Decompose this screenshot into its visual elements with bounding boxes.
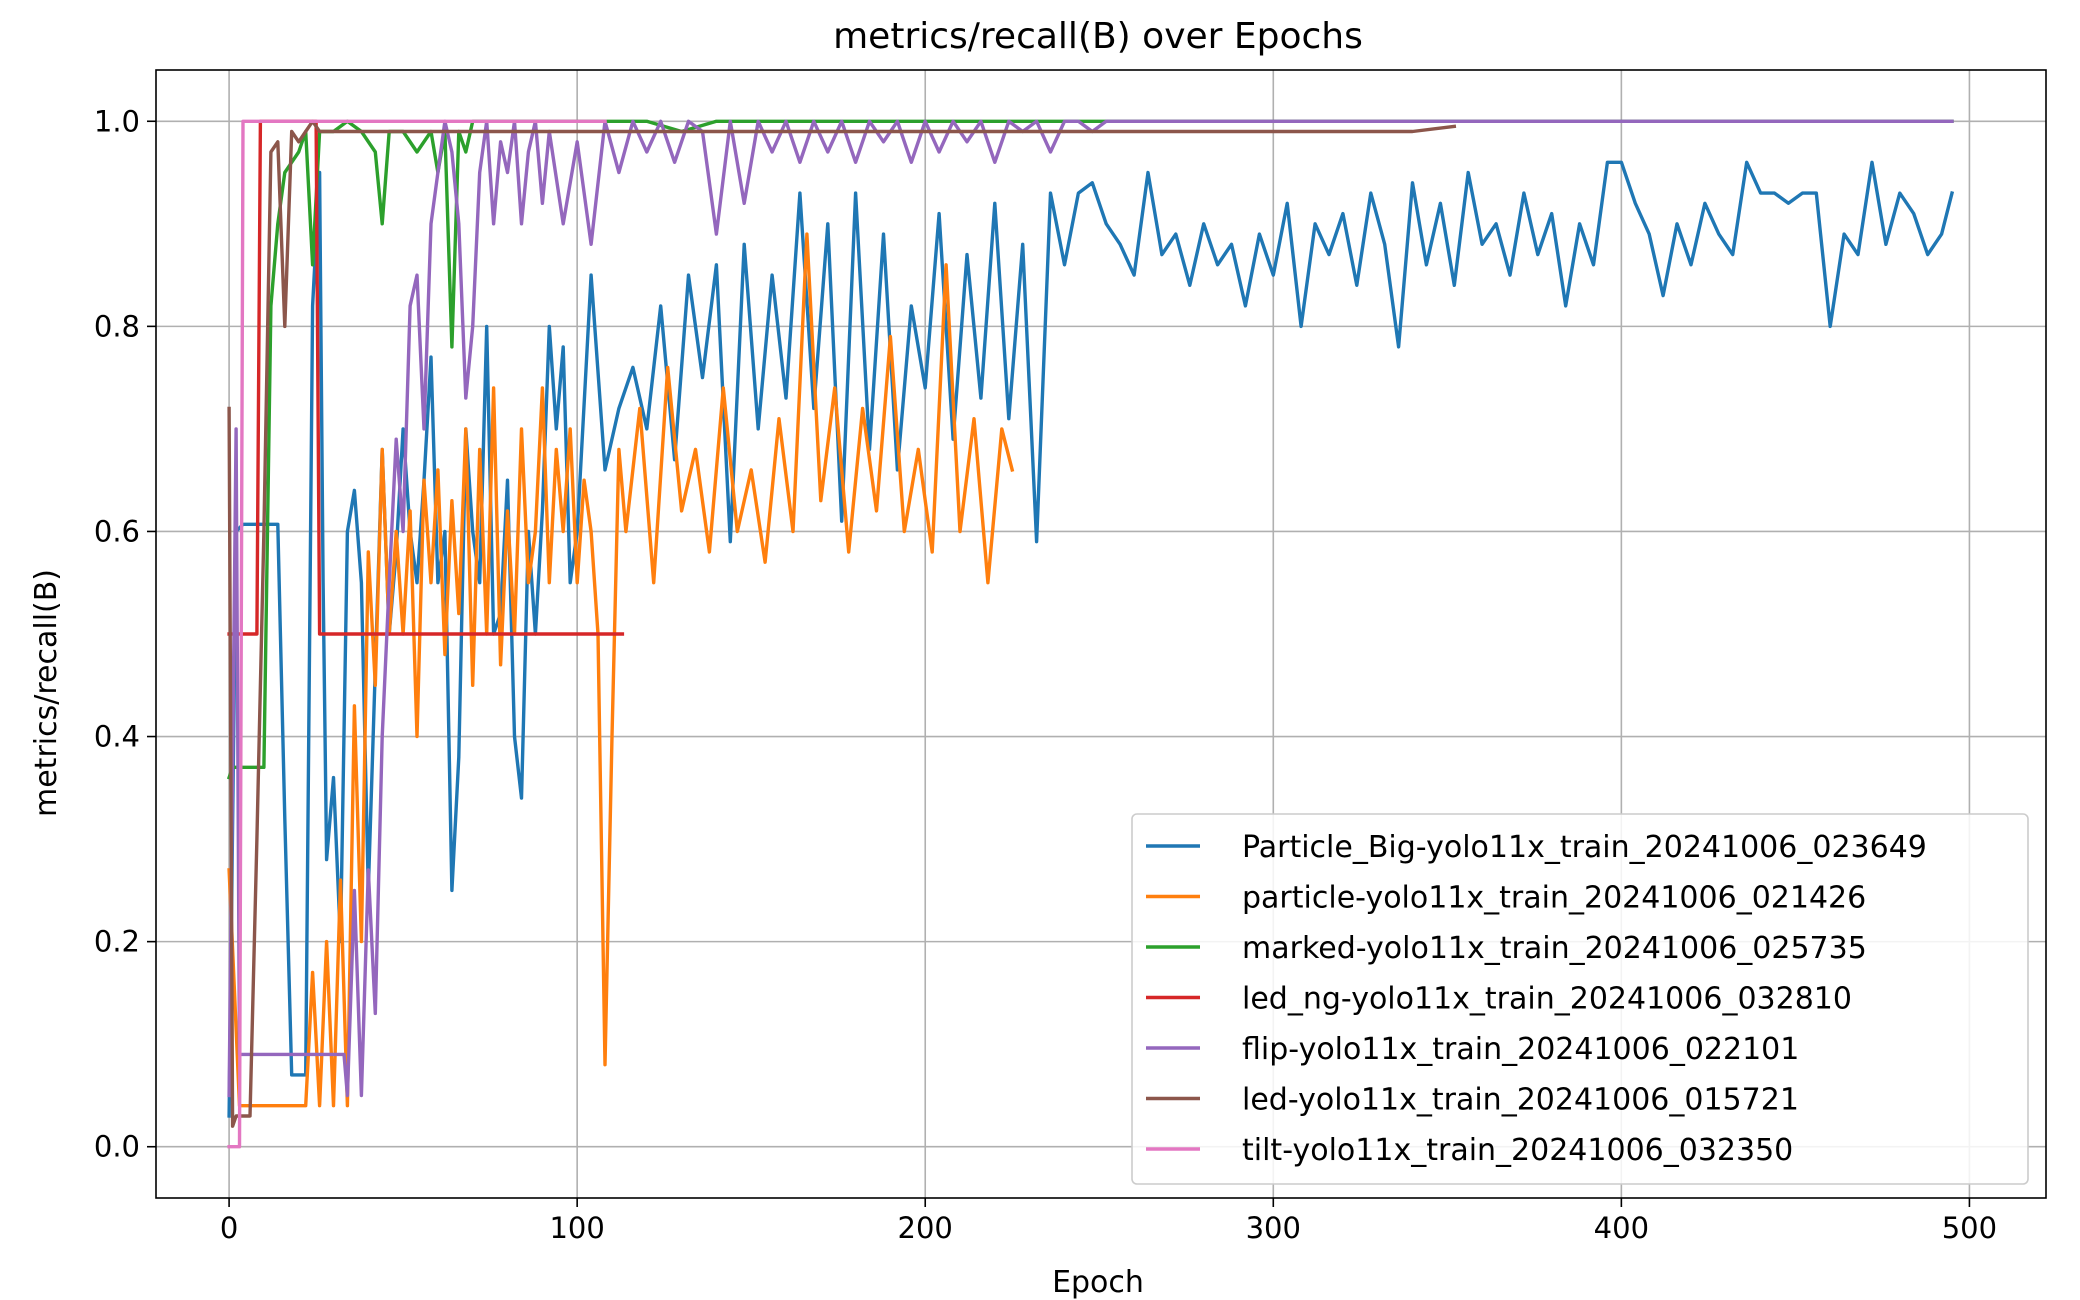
y-axis-label: metrics/recall(B) — [29, 569, 64, 817]
y-tick-label: 0.4 — [94, 720, 140, 754]
legend-box — [1131, 813, 2029, 1185]
legend-label-4: flip-yolo11x_train_20241006_022101 — [1242, 1032, 1799, 1067]
series-line-6 — [227, 119, 607, 1149]
x-tick-label: 400 — [1594, 1211, 1649, 1245]
legend: Particle_Big-yolo11x_train_20241006_0236… — [1131, 813, 2029, 1185]
x-tick-label: 100 — [549, 1211, 604, 1245]
x-tick-label: 0 — [220, 1211, 238, 1245]
series-line-1 — [227, 232, 1015, 1108]
x-axis-label: Epoch — [1052, 1265, 1144, 1300]
x-tick-label: 500 — [1942, 1211, 1997, 1245]
series-line-0 — [227, 160, 1955, 1118]
plot-frame — [155, 69, 2047, 1199]
y-tick-label: 0.6 — [94, 514, 140, 548]
legend-label-0: Particle_Big-yolo11x_train_20241006_0236… — [1242, 830, 1927, 865]
y-tick-label: 0.0 — [94, 1130, 140, 1164]
y-tick-label: 1.0 — [94, 104, 140, 138]
x-tick-label: 200 — [898, 1211, 953, 1245]
legend-label-1: particle-yolo11x_train_20241006_021426 — [1242, 881, 1866, 916]
series-layer — [226, 119, 1955, 1149]
ticks: 0 100 200 300 400 500 0.0 0.2 0.4 0.6 0.8 1.0 — [94, 104, 1997, 1245]
series-line-5 — [227, 119, 1457, 1128]
legend-label-5: led-yolo11x_train_20241006_015721 — [1242, 1083, 1799, 1118]
legend-label-6: tilt-yolo11x_train_20241006_032350 — [1242, 1133, 1793, 1168]
series-line-4 — [227, 119, 1954, 1098]
y-tick-label: 0.2 — [94, 925, 140, 959]
chart-title: metrics/recall(B) over Epochs — [833, 16, 1363, 57]
legend-label-3: led_ng-yolo11x_train_20241006_032810 — [1242, 982, 1852, 1017]
x-tick-label: 300 — [1246, 1211, 1301, 1245]
legend-label-2: marked-yolo11x_train_20241006_025735 — [1242, 931, 1867, 966]
y-tick-label: 0.8 — [94, 309, 140, 343]
